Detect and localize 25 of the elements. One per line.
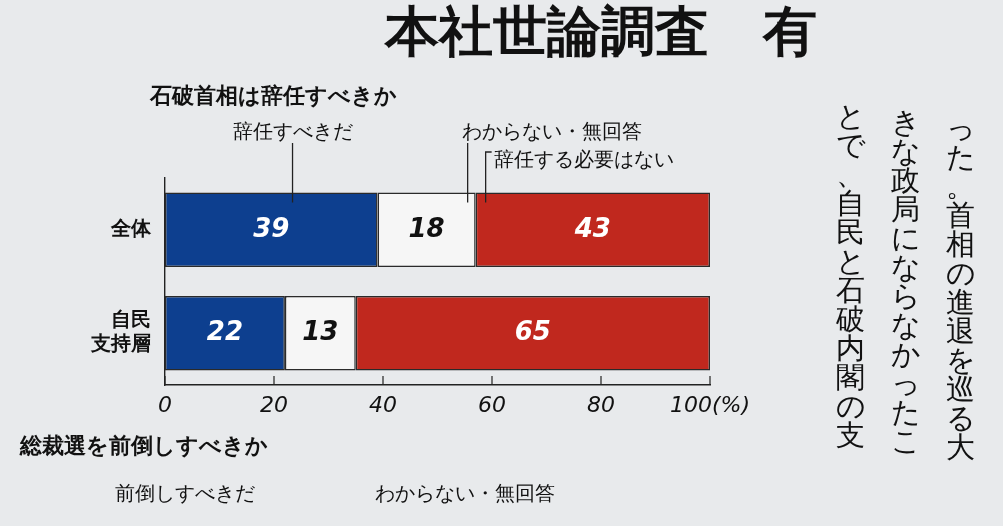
text: わからない・無回答	[375, 481, 555, 505]
series-label: 辞任する必要はない	[493, 147, 674, 171]
text: 前倒しすべきだ	[115, 481, 255, 505]
x-tick-label: 60	[478, 391, 506, 417]
data-label: 39	[253, 212, 290, 243]
data-label: 18	[408, 212, 445, 243]
x-tick-label: 0	[158, 391, 172, 417]
data-label: 22	[206, 316, 244, 346]
text: わからない・無回答	[461, 119, 642, 143]
x-tick-label: 40	[369, 391, 397, 417]
y-tick-label: 全体	[110, 215, 152, 240]
data-label: 65	[514, 316, 551, 346]
x-tick-label: 100(%)	[669, 391, 751, 417]
x-tick-label: 20	[260, 391, 288, 417]
x-tick-label: 80	[587, 391, 615, 417]
text: 総裁選を前倒しすべきか	[20, 433, 268, 459]
text: 本社世論調査 有	[385, 0, 817, 63]
text: 辞任すべきだ	[232, 119, 353, 143]
chart-title: 石破首相は辞任すべきか	[150, 83, 397, 109]
text: った。首相の進退を巡る大	[945, 111, 976, 464]
y-tick-label: 自民支持層	[90, 307, 151, 356]
text: きな政局にならなかったこ	[890, 105, 921, 458]
data-label: 43	[573, 212, 611, 243]
text: とで、自民と石破内閣の支	[835, 99, 866, 452]
data-label: 13	[302, 316, 339, 346]
